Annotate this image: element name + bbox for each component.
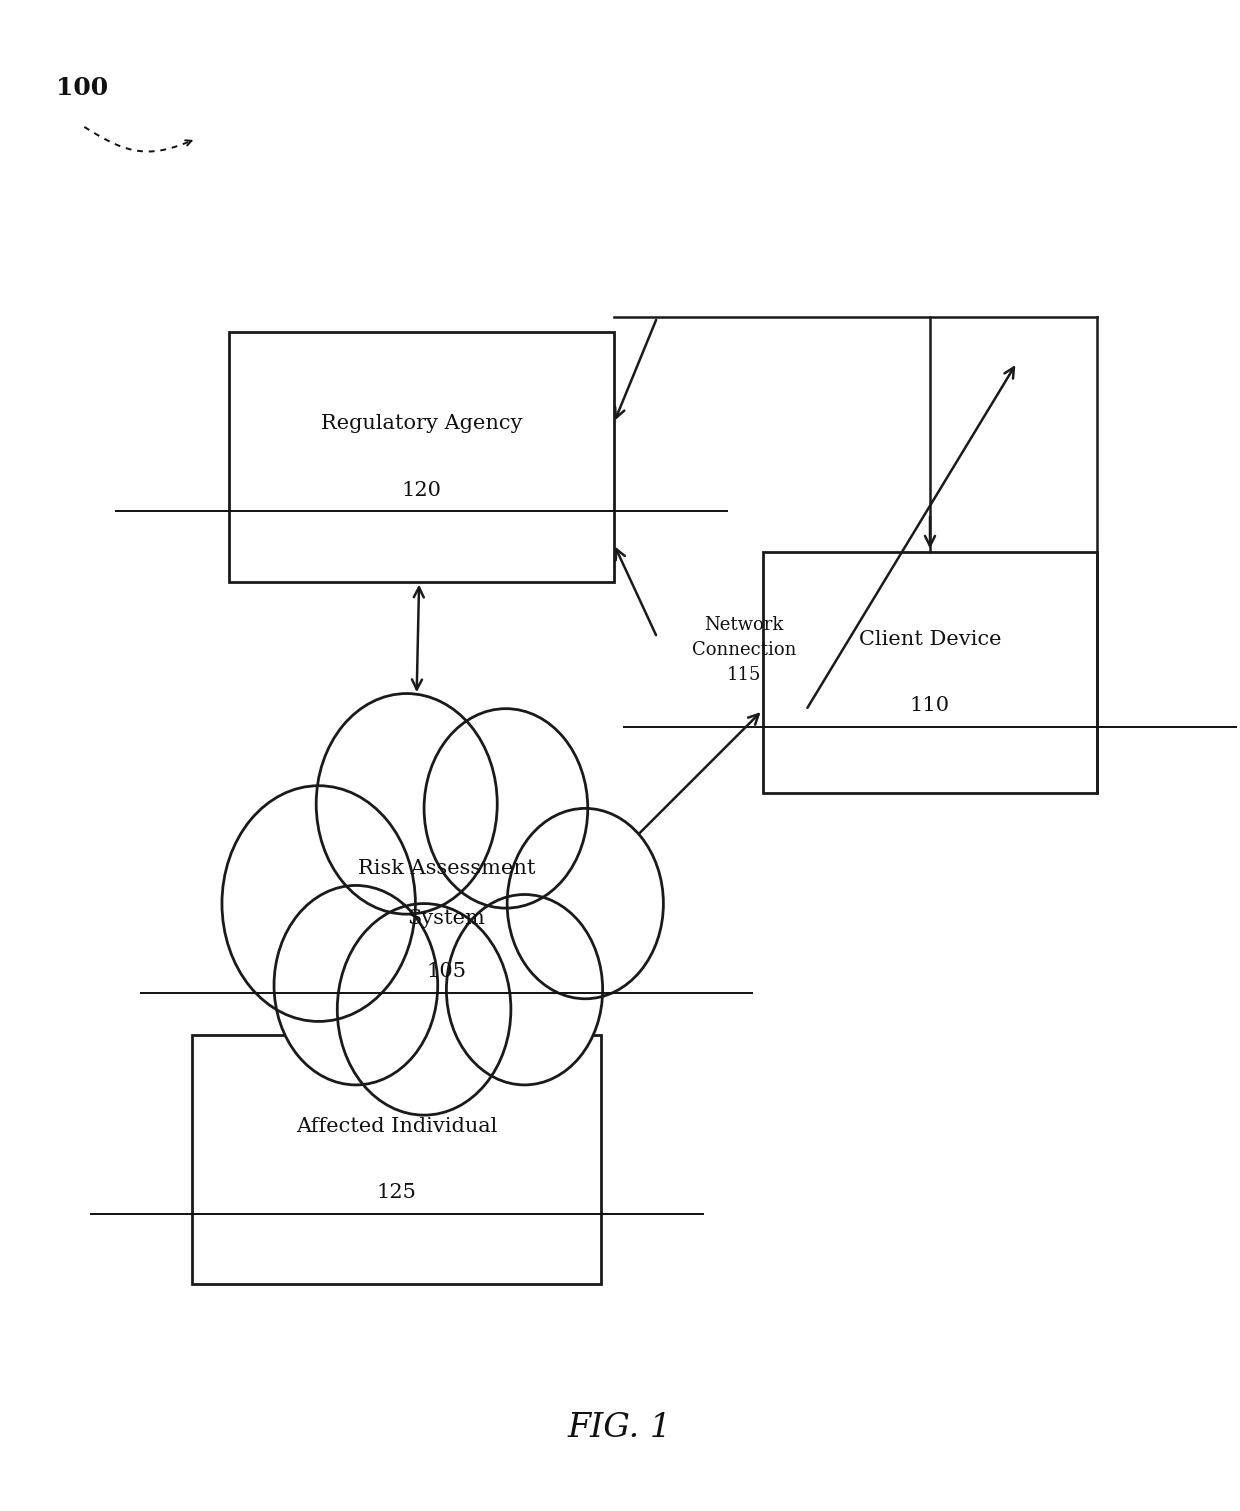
FancyBboxPatch shape [763, 552, 1097, 793]
Text: System: System [408, 910, 485, 928]
Text: Regulatory Agency: Regulatory Agency [321, 414, 522, 434]
Text: 100: 100 [56, 76, 108, 100]
FancyBboxPatch shape [192, 1035, 601, 1284]
Text: 125: 125 [377, 1183, 417, 1203]
Circle shape [446, 895, 603, 1085]
Text: 105: 105 [427, 963, 466, 981]
Circle shape [316, 694, 497, 914]
Circle shape [507, 808, 663, 999]
Circle shape [337, 904, 511, 1115]
Circle shape [274, 885, 438, 1085]
FancyBboxPatch shape [229, 332, 614, 582]
Text: Network
Connection
115: Network Connection 115 [692, 615, 796, 684]
Text: 120: 120 [402, 480, 441, 500]
Text: Risk Assessment: Risk Assessment [357, 860, 536, 878]
Circle shape [424, 709, 588, 908]
Text: Affected Individual: Affected Individual [296, 1117, 497, 1136]
Text: FIG. 1: FIG. 1 [568, 1411, 672, 1445]
Circle shape [222, 786, 415, 1021]
Text: 110: 110 [910, 697, 950, 715]
Text: Client Device: Client Device [859, 630, 1001, 648]
